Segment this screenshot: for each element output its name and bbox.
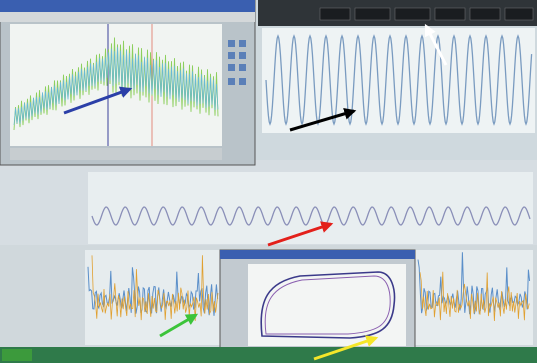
window-menubar	[0, 12, 255, 22]
window-titlebar	[220, 250, 415, 259]
readout	[505, 8, 533, 20]
button[interactable]	[239, 40, 246, 47]
window-statusbar	[10, 148, 222, 160]
button[interactable]	[228, 78, 235, 85]
window-titlebar	[0, 0, 255, 12]
taskbar	[0, 347, 537, 363]
button[interactable]	[228, 40, 235, 47]
page: (() => { JSON.parse(document.getElementB…	[0, 0, 537, 363]
button[interactable]	[239, 52, 246, 59]
start-button[interactable]	[2, 349, 32, 361]
readout	[435, 8, 465, 20]
button[interactable]	[239, 78, 246, 85]
button[interactable]	[228, 52, 235, 59]
readout	[395, 8, 430, 20]
readout	[355, 8, 390, 20]
button[interactable]	[239, 64, 246, 71]
screen	[0, 0, 537, 363]
button[interactable]	[228, 64, 235, 71]
readout	[320, 8, 350, 20]
readout	[470, 8, 500, 20]
